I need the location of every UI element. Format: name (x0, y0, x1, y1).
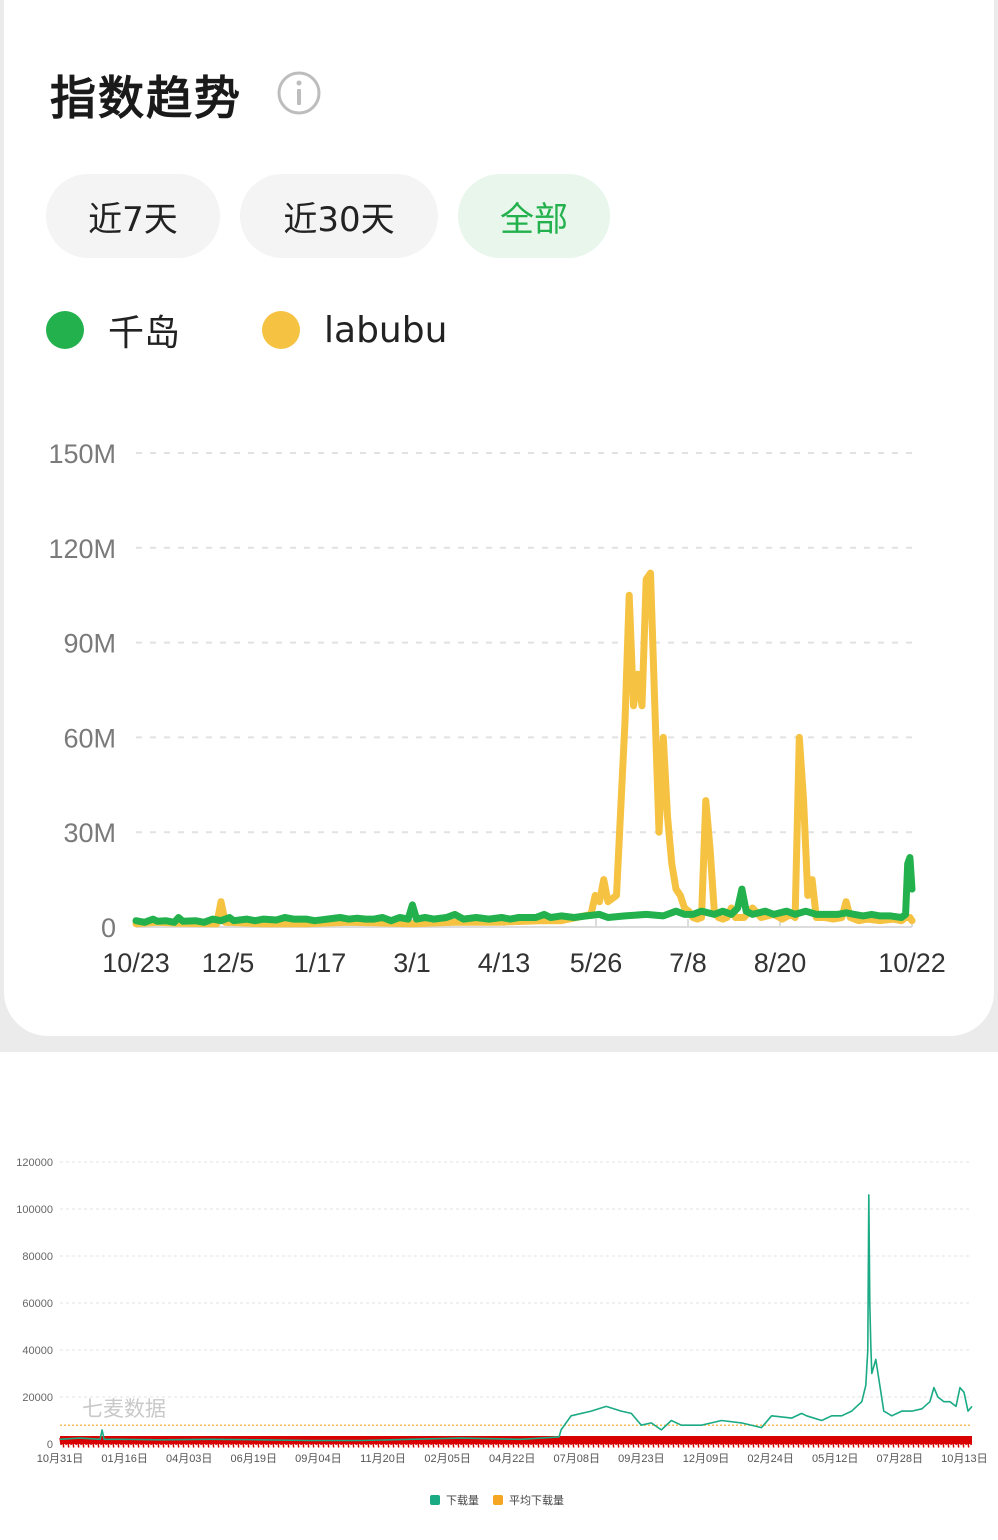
y-tick-label: 120000 (16, 1157, 53, 1169)
x-tick-label: 04月03日 (166, 1453, 212, 1465)
x-tick-label: 4/13 (478, 948, 531, 978)
y-tick-label: 0 (47, 1439, 53, 1451)
legend-label-downloads: 下载量 (446, 1494, 479, 1507)
page-title: 指数趋势 (50, 71, 242, 125)
y-tick-label: 90M (63, 629, 116, 659)
x-tick-label: 11月20日 (360, 1453, 406, 1465)
y-tick-label: 20000 (22, 1392, 53, 1404)
x-tick-label: 7/8 (669, 948, 707, 978)
y-tick-label: 60000 (22, 1298, 53, 1310)
tab-all[interactable]: 全部 (458, 174, 610, 258)
x-tick-label: 04月22日 (489, 1453, 535, 1465)
x-tick-label: 05月12日 (812, 1453, 858, 1465)
series-line-downloads (59, 1194, 973, 1442)
y-tick-label: 120M (48, 534, 116, 564)
x-tick-label: 8/20 (754, 948, 807, 978)
x-tick-label: 10/23 (102, 948, 170, 978)
x-tick-label: 09月23日 (618, 1453, 664, 1465)
x-tick-label: 10月31日 (37, 1453, 83, 1465)
y-tick-label: 150M (48, 439, 116, 469)
x-tick-label: 10月13日 (941, 1453, 987, 1465)
x-tick-label: 06月19日 (231, 1453, 277, 1465)
download-chart-panel: 120000 100000 80000 60000 40000 20000 0 10月31日 0… (0, 1052, 998, 1540)
y-tick-label: 80000 (22, 1251, 53, 1263)
x-tick-label: 3/1 (393, 948, 431, 978)
y-tick-label: 0 (101, 913, 116, 943)
x-tick-label: 1/17 (294, 948, 347, 978)
x-tick-label: 07月08日 (554, 1453, 600, 1465)
legend-dot-icon (262, 311, 300, 349)
y-tick-label: 30M (63, 818, 116, 848)
series-line-qiandao (132, 854, 916, 926)
tab-30-days[interactable]: 近30天 (240, 174, 438, 258)
top-panel: 指数趋势 近7天 近30天 全部 千岛 labubu 150M 120M 90M 60… (0, 0, 998, 1052)
y-tick-label: 60M (63, 723, 116, 753)
download-trend-chart: 120000 100000 80000 60000 40000 20000 0 10月31日 0… (16, 1157, 987, 1507)
watermark: 七麦数据 (82, 1398, 166, 1421)
legend-item-labubu: labubu (262, 308, 447, 352)
x-tick-label: 12/5 (202, 948, 255, 978)
legend-dot-icon (46, 311, 84, 349)
index-trend-card: 指数趋势 近7天 近30天 全部 千岛 labubu (4, 0, 994, 1036)
x-tick-label: 07月28日 (877, 1453, 923, 1465)
y-tick-label: 40000 (22, 1345, 53, 1357)
legend-swatch-average (493, 1495, 503, 1505)
legend-label: labubu (324, 309, 448, 351)
x-tick-label: 02月05日 (424, 1453, 470, 1465)
legend-label: 千岛 (108, 313, 181, 354)
y-tick-label: 100000 (16, 1204, 53, 1216)
legend-label-average: 平均下载量 (509, 1494, 564, 1507)
event-markers (59, 1437, 972, 1448)
x-tick-label: 5/26 (570, 948, 623, 978)
info-icon[interactable] (276, 70, 322, 120)
x-tick-label: 01月16日 (101, 1453, 147, 1465)
x-tick-label: 09月04日 (295, 1453, 341, 1465)
x-tick-label: 12月09日 (683, 1453, 729, 1465)
index-trend-chart: 150M 120M 90M 60M 30M 0 10/23 12/5 1/17 3/1 4/13 5/… (48, 439, 946, 978)
x-tick-label: 10/22 (878, 948, 946, 978)
x-tick-label: 02月24日 (747, 1453, 793, 1465)
legend-swatch-downloads (430, 1495, 440, 1505)
legend-item-qiandao: 千岛 (46, 308, 180, 354)
tab-7-days[interactable]: 近7天 (46, 174, 220, 258)
series-line-labubu (132, 569, 916, 928)
